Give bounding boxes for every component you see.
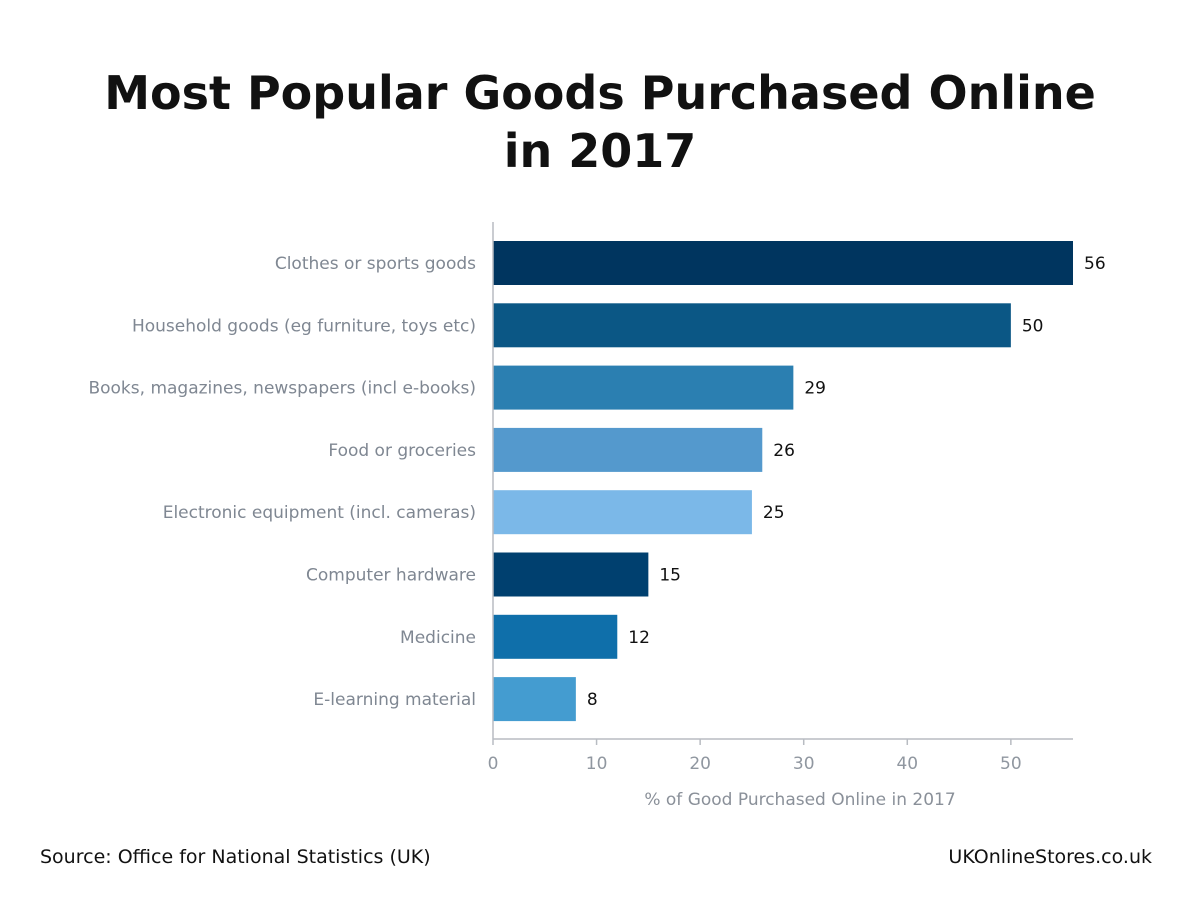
category-label-6: Computer hardware (306, 566, 476, 586)
bar-7 (493, 614, 618, 659)
x-tick-label-50: 50 (1000, 754, 1022, 774)
value-label-3: 29 (804, 379, 826, 399)
x-tick-label-10: 10 (586, 754, 608, 774)
category-label-1: Clothes or sports goods (275, 254, 476, 274)
bar-4 (493, 427, 763, 472)
x-tick-label-0: 0 (488, 754, 499, 774)
bar-3 (493, 365, 794, 410)
value-label-5: 25 (763, 503, 785, 523)
category-label-2: Household goods (eg furniture, toys etc) (132, 316, 476, 336)
bar-2 (493, 303, 1011, 348)
category-label-8: E-learning material (313, 690, 476, 710)
x-tick-label-20: 20 (689, 754, 711, 774)
value-label-7: 12 (628, 628, 650, 648)
category-label-5: Electronic equipment (incl. cameras) (163, 503, 476, 523)
chart-title-line-2: in 2017 (503, 124, 697, 178)
source-note: Source: Office for National Statistics (… (40, 846, 431, 868)
x-tick-label-30: 30 (793, 754, 815, 774)
value-label-8: 8 (587, 690, 598, 710)
bar-6 (493, 552, 649, 597)
site-credit: UKOnlineStores.co.uk (948, 846, 1152, 868)
chart-title: Most Popular Goods Purchased Online in 2… (0, 64, 1200, 180)
value-label-1: 56 (1084, 254, 1106, 274)
axes-layer: 0 10 20 30 40 50 (488, 222, 1073, 774)
value-label-2: 50 (1022, 316, 1044, 336)
bars-layer: Clothes or sports goods 56 Household goods… (88, 241, 1106, 722)
bar-5 (493, 490, 752, 535)
value-label-4: 26 (773, 441, 795, 461)
bar-1 (493, 241, 1073, 285)
chart-title-line-1: Most Popular Goods Purchased Online (104, 66, 1096, 120)
bar-8 (493, 677, 576, 722)
category-label-4: Food or groceries (328, 441, 476, 461)
category-label-3: Books, magazines, newspapers (incl e-boo… (88, 379, 476, 399)
category-label-7: Medicine (400, 628, 476, 648)
x-axis-title: % of Good Purchased Online in 2017 (644, 790, 955, 810)
x-tick-label-40: 40 (896, 754, 918, 774)
value-label-6: 15 (659, 566, 681, 586)
